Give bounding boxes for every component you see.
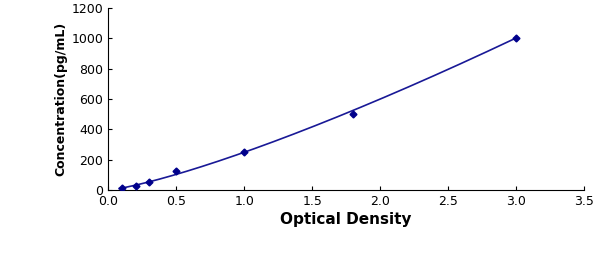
- X-axis label: Optical Density: Optical Density: [281, 212, 412, 227]
- Y-axis label: Concentration(pg/mL): Concentration(pg/mL): [54, 22, 67, 176]
